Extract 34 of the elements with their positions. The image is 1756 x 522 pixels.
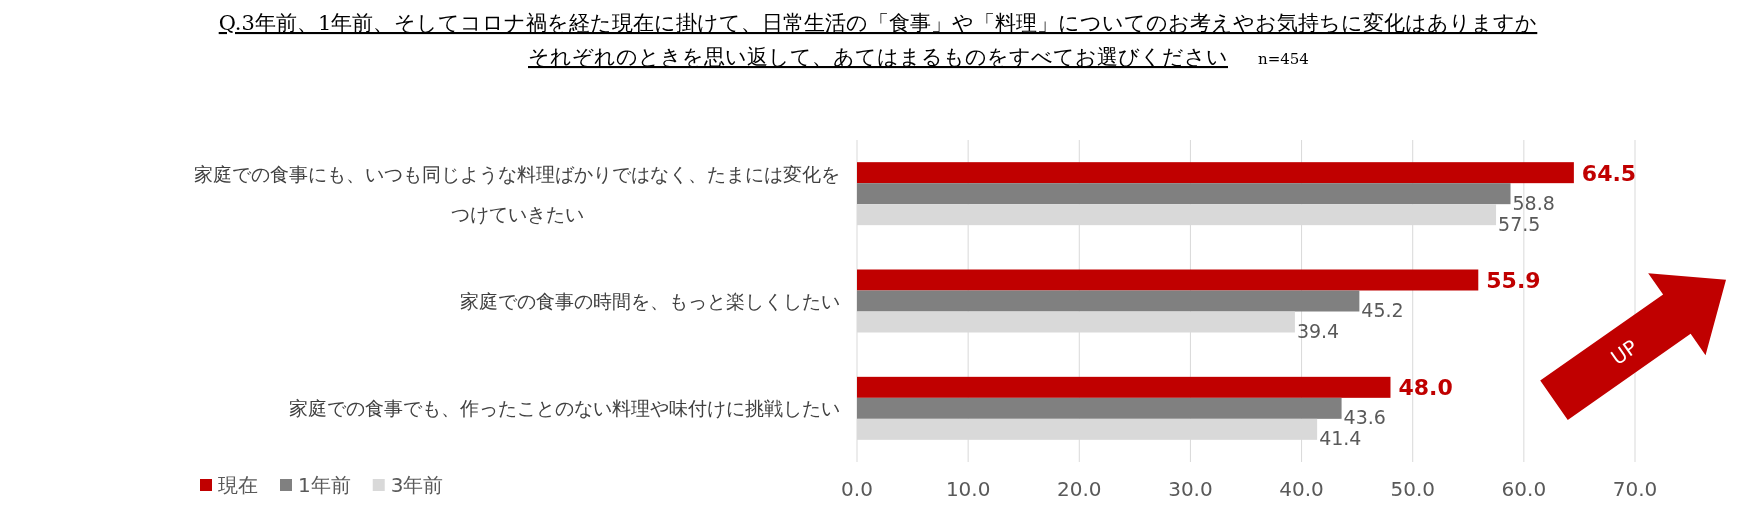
legend-label: 1年前 [298, 473, 351, 497]
data-label: 64.5 [1581, 160, 1637, 186]
y-tick-label: 家庭での食事にも、いつも同じような料理ばかりではなく、たまには変化をつけていきたい [194, 162, 840, 225]
bar [857, 290, 1360, 312]
legend-label: 現在 [218, 473, 258, 497]
x-tick-label: 20.0 [1057, 477, 1102, 501]
annotation: UP [1606, 334, 1643, 370]
data-label: 41.4 [1319, 427, 1362, 450]
data-label: 58.8 [1512, 191, 1555, 214]
bar [857, 269, 1479, 291]
legend-label: 3年前 [390, 473, 444, 497]
bar [857, 376, 1391, 398]
bar [857, 397, 1342, 419]
data-label: 57.5 [1498, 212, 1541, 235]
bar [857, 162, 1574, 184]
chart-title: Q.3年前、1年前、そしてコロナ禍を経た現在に掛けて、日常生活の「食事」や「料理」についてのお考えやお気持ちに変化はありますか [218, 11, 1538, 35]
data-label: 39.4 [1296, 320, 1340, 342]
x-tick-label: 50.0 [1390, 477, 1435, 501]
x-tick-label: 30.0 [1168, 477, 1213, 501]
data-label: 43.6 [1343, 406, 1386, 429]
data-label: 45.2 [1361, 299, 1404, 321]
bar [857, 183, 1511, 205]
x-tick-label: 0.0 [841, 477, 873, 501]
picture-up-arrow: UP [1540, 273, 1726, 420]
y-tick-label: 家庭での食事でも、作ったことのない料理や味付けに挑戦したい [289, 397, 840, 420]
y-tick-label: 家庭での食事の時間を、もっと楽しくしたい [460, 290, 840, 312]
x-tick-label: 60.0 [1501, 477, 1547, 501]
x-tick-label: 40.0 [1279, 477, 1324, 501]
data-label: 48.0 [1398, 375, 1453, 401]
text: n=454 [1258, 50, 1309, 68]
x-tick-label: 70.0 [1612, 477, 1658, 501]
data-label: 55.9 [1486, 268, 1541, 293]
x-tick-label: 10.0 [945, 477, 991, 501]
chart-subtitle: それぞれのときを思い返して、あてはまるものをすべてお選びください [528, 45, 1228, 69]
